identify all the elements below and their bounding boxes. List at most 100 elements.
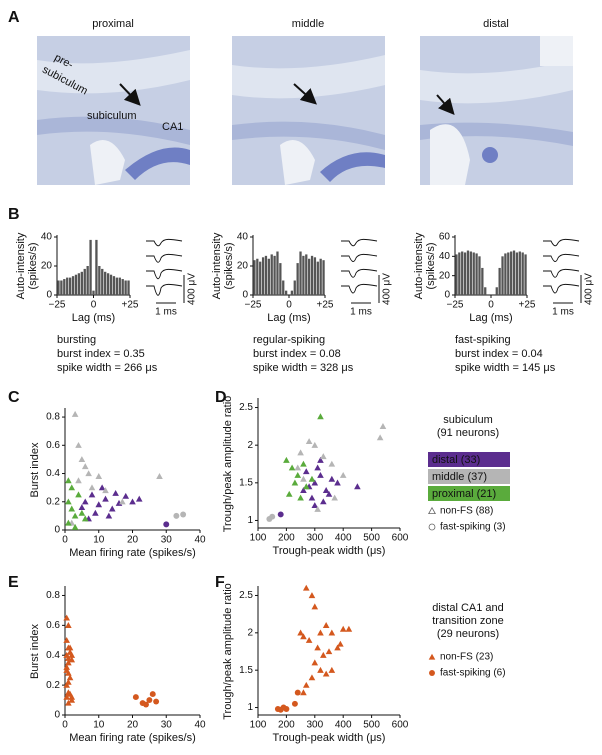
legend-title: (91 neurons)	[437, 427, 499, 439]
point	[65, 477, 72, 484]
point	[308, 494, 316, 501]
point	[314, 464, 321, 471]
point	[300, 460, 307, 467]
point	[66, 674, 74, 681]
bar	[264, 255, 268, 295]
point	[428, 653, 436, 660]
point	[112, 489, 119, 496]
point	[75, 477, 82, 484]
point	[63, 636, 70, 643]
point	[68, 696, 76, 703]
point	[337, 640, 344, 647]
point	[334, 644, 341, 651]
bar	[310, 255, 314, 295]
bar	[282, 280, 285, 295]
point	[71, 523, 79, 530]
bar	[504, 253, 507, 295]
legend-swatch	[428, 469, 510, 484]
point	[63, 614, 70, 621]
x-tick-label: 40	[194, 535, 206, 546]
point	[71, 410, 79, 417]
point	[135, 495, 143, 502]
point	[129, 498, 136, 505]
y-tick-label: 60	[439, 232, 451, 243]
bar	[109, 274, 113, 295]
point	[297, 629, 304, 636]
point	[68, 656, 76, 663]
point	[305, 438, 313, 445]
y-axis-label: (spikes/s)	[223, 242, 235, 289]
legend-swatch	[428, 452, 510, 467]
x-tick-label: +25	[122, 300, 139, 311]
x-axis-label: Mean firing rate (spikes/s)	[69, 732, 196, 744]
bar	[121, 279, 124, 295]
panel-label: F	[215, 574, 225, 591]
bar	[259, 261, 262, 295]
scale-label: 400 μV	[187, 273, 198, 305]
panel-label: B	[8, 206, 20, 223]
bar	[461, 251, 464, 295]
legend-label: fast-spiking (6)	[440, 668, 506, 679]
bar	[86, 266, 89, 295]
image-title: proximal	[92, 18, 134, 30]
y-tick-label: 0.4	[46, 468, 60, 479]
y-tick-label: 1	[247, 702, 253, 713]
bar	[484, 287, 487, 295]
point	[322, 487, 330, 493]
point	[65, 659, 72, 666]
bar	[112, 276, 116, 295]
bar	[77, 273, 81, 295]
point	[311, 659, 319, 666]
bar	[469, 251, 472, 295]
caption: regular-spiking	[253, 334, 325, 346]
point	[300, 487, 307, 493]
y-tick-label: 20	[41, 261, 53, 272]
x-tick-label: 0	[62, 535, 68, 546]
waveform	[146, 283, 183, 296]
y-tick-label: 2	[247, 627, 253, 638]
y-tick-label: 40	[237, 232, 249, 243]
point	[283, 706, 290, 712]
waveform	[543, 238, 580, 247]
point	[65, 699, 72, 706]
point	[65, 498, 72, 505]
point	[149, 691, 156, 698]
point	[277, 511, 284, 518]
point	[297, 494, 304, 501]
point	[65, 669, 72, 676]
bar	[256, 258, 259, 295]
point	[305, 636, 313, 643]
y-tick-label: 20	[439, 270, 451, 281]
x-axis-label: Lag (ms)	[469, 312, 512, 324]
point	[376, 434, 384, 441]
y-tick-label: 1.5	[239, 477, 253, 488]
bar	[92, 290, 95, 295]
waveform	[146, 238, 183, 247]
point	[102, 487, 109, 494]
point	[302, 468, 310, 475]
waveform	[543, 253, 580, 262]
x-tick-label: 10	[93, 720, 105, 731]
point	[156, 473, 163, 479]
point	[302, 483, 310, 490]
x-tick-label: 0	[286, 300, 292, 311]
x-tick-label: 500	[363, 533, 380, 544]
point	[328, 460, 336, 467]
point	[95, 501, 103, 508]
point	[105, 512, 113, 519]
point	[325, 648, 333, 655]
point	[71, 512, 79, 519]
x-tick-label: 300	[306, 533, 323, 544]
waveform	[341, 283, 378, 294]
bar	[284, 290, 288, 295]
x-tick-label: 0	[91, 300, 97, 311]
legend-title: transition zone	[432, 615, 504, 627]
y-axis-label: Auto-intensity	[211, 232, 223, 299]
point	[325, 490, 333, 497]
point	[65, 678, 72, 685]
x-tick-label: 100	[250, 720, 267, 731]
bar	[512, 250, 516, 295]
histology-image	[420, 36, 573, 185]
y-axis-label: Trough/peak amplitude ratio	[222, 583, 234, 720]
x-tick-label: 400	[335, 720, 352, 731]
